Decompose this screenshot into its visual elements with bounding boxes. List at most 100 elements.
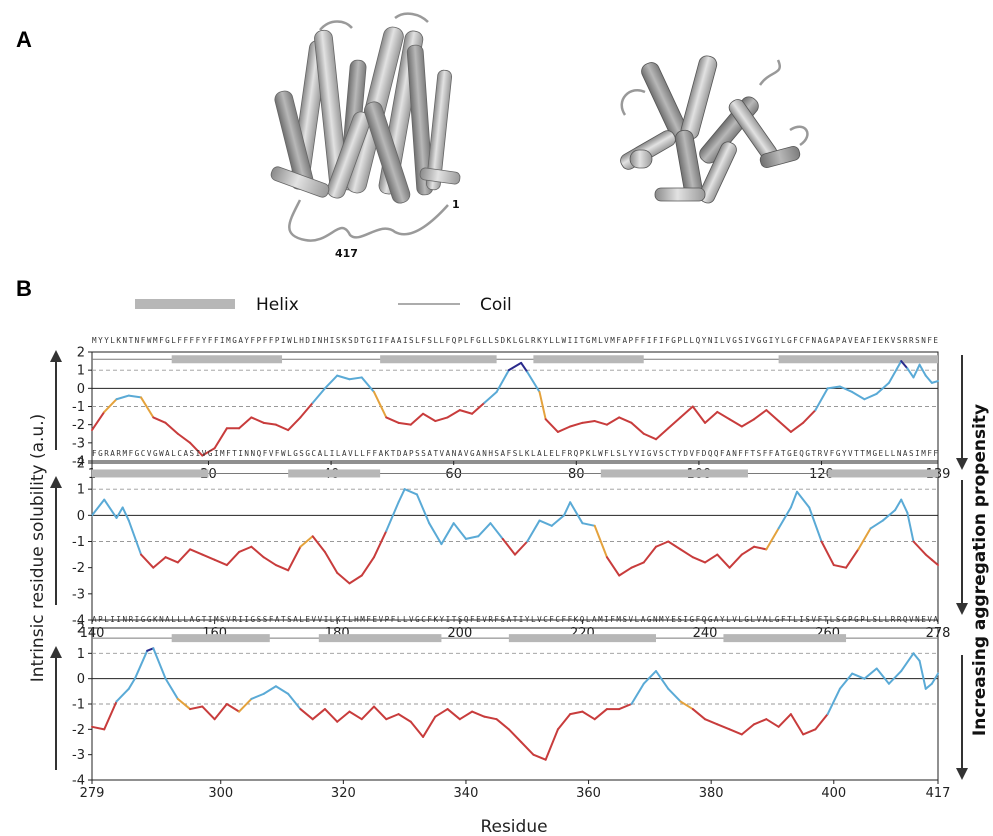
x-tick-label: 380 <box>699 786 724 801</box>
profile-segment <box>103 498 118 519</box>
profile-segment <box>152 556 167 569</box>
profile-segment <box>403 488 418 496</box>
profile-segment <box>164 556 179 564</box>
profile-segment <box>630 421 645 435</box>
profile-segment <box>446 708 461 721</box>
y-tick-label: -3 <box>72 587 85 602</box>
profile-segment <box>581 710 596 721</box>
profile-segment <box>716 553 731 569</box>
profile-segment <box>397 488 406 504</box>
helix-bar <box>508 634 656 643</box>
profile-segment <box>336 374 351 381</box>
residue-sequence: FGRARMFGCVGWALCASIVGIMFTINNQFVFWLGSGCALI… <box>92 449 938 458</box>
profile-segment <box>262 421 277 426</box>
profile-segment <box>323 708 339 723</box>
profile-segment <box>299 401 314 419</box>
profile-segment <box>655 540 670 548</box>
profile-segment <box>569 501 584 525</box>
profile-segment <box>164 421 179 435</box>
profile-segment <box>789 490 798 509</box>
profile-segment <box>91 410 106 432</box>
profile-segment <box>605 556 621 577</box>
n-terminus-label: 1 <box>452 198 460 211</box>
profile-segment <box>501 537 516 556</box>
profile-segment <box>520 361 529 373</box>
profile-segment <box>851 390 866 401</box>
profile-segment <box>667 540 682 551</box>
profile-segment <box>299 535 314 548</box>
profile-segment <box>918 659 927 690</box>
profile-segment <box>336 710 351 723</box>
profile-segment <box>458 710 474 721</box>
profile-segment <box>912 540 927 556</box>
profile-segment <box>274 423 290 432</box>
profile-segment <box>385 416 400 424</box>
profile-segment <box>832 564 848 569</box>
x-tick-label: 417 <box>926 786 951 801</box>
profile-segment <box>679 405 694 419</box>
profile-segment <box>483 390 498 404</box>
y-tick-label: 0 <box>77 672 85 687</box>
profile-segment <box>201 447 216 457</box>
y-tick-label: 1 <box>77 483 85 498</box>
profile-segment <box>642 545 657 564</box>
profile-segment <box>458 409 474 415</box>
profile-segment <box>900 360 909 370</box>
profile-segment <box>238 545 253 553</box>
profile-segment <box>373 530 388 559</box>
profile-segment <box>434 708 449 718</box>
x-tick-label: 80 <box>568 467 585 482</box>
profile-segment <box>152 647 167 680</box>
profile-segment <box>838 385 854 393</box>
y-tick-label: -4 <box>72 455 85 470</box>
profile-segment <box>127 519 143 556</box>
panel-b-label: B <box>16 276 32 301</box>
profile-segment <box>569 421 584 428</box>
profile-segment <box>495 369 510 393</box>
profile-segment <box>753 545 768 551</box>
profile-segment <box>679 700 694 711</box>
y-tick-label: -3 <box>72 436 85 451</box>
profile-segment <box>814 713 829 731</box>
y-tick-label: -1 <box>72 535 85 550</box>
profile-segment <box>422 412 437 423</box>
profile-segment <box>140 553 155 569</box>
profile-segment <box>906 511 915 543</box>
profile-segment <box>556 713 572 731</box>
helix-bar <box>827 469 938 478</box>
profile-segment <box>176 548 192 564</box>
profile-segment <box>691 708 707 721</box>
c-terminus-label: 417 <box>335 247 358 260</box>
profile-segment <box>238 697 253 713</box>
helix-bar <box>288 469 381 478</box>
profile-segment <box>777 420 792 433</box>
profile-segment <box>213 427 228 450</box>
helix-bar <box>171 634 270 643</box>
profile-segment <box>924 682 933 690</box>
profile-segment <box>397 421 412 426</box>
profile-segment <box>360 376 375 393</box>
profile-segment <box>593 708 608 721</box>
profile-segment <box>189 548 204 556</box>
profile-segment <box>765 718 780 728</box>
profile-segment <box>127 394 143 399</box>
profile-segment <box>274 564 290 572</box>
profile-segment <box>225 703 241 713</box>
profile-segment <box>373 705 388 721</box>
profile-segment <box>924 553 933 561</box>
profile-segment <box>802 409 817 424</box>
profile-segment <box>189 441 204 457</box>
x-tick-label: 300 <box>208 786 233 801</box>
profile-segment <box>348 376 363 381</box>
profile-segment <box>906 367 915 379</box>
profile-segment <box>526 519 541 543</box>
profile-segment <box>164 677 179 700</box>
profile-segment <box>477 522 492 538</box>
profile-segment <box>225 550 241 567</box>
profile-segment <box>826 687 841 716</box>
profile-segment <box>765 527 780 551</box>
profile-segment <box>526 370 541 393</box>
profile-segment <box>581 420 596 424</box>
y-tick-label: -4 <box>72 614 85 629</box>
increasing-solubility-arrows <box>50 350 62 770</box>
